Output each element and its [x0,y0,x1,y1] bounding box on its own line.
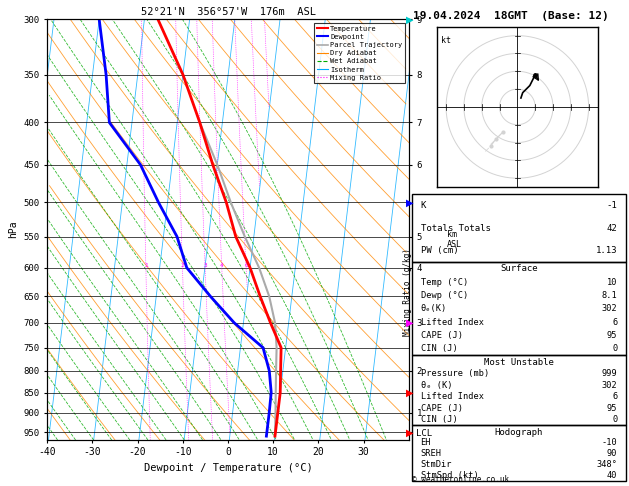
Text: -10: -10 [601,438,617,447]
Text: Surface: Surface [500,264,538,274]
Text: Dewp (°C): Dewp (°C) [421,291,468,300]
Y-axis label: km
ASL: km ASL [447,230,462,249]
Text: 0: 0 [612,415,617,424]
Text: CIN (J): CIN (J) [421,415,457,424]
Text: SREH: SREH [421,449,442,458]
X-axis label: Dewpoint / Temperature (°C): Dewpoint / Temperature (°C) [143,463,313,473]
Text: Totals Totals: Totals Totals [421,224,491,233]
Text: θₑ(K): θₑ(K) [421,304,447,313]
Text: 8.1: 8.1 [601,291,617,300]
Text: Temp (°C): Temp (°C) [421,278,468,287]
Text: 1.13: 1.13 [596,246,617,255]
Bar [412,194,626,262]
Text: ▶: ▶ [406,427,414,437]
Text: CIN (J): CIN (J) [421,344,457,353]
Text: ▶: ▶ [406,197,414,208]
Text: 95: 95 [607,403,617,413]
Text: Pressure (mb): Pressure (mb) [421,369,489,378]
Text: 42: 42 [606,224,617,233]
Text: 1: 1 [144,263,148,268]
Bar [412,425,626,481]
Text: 95: 95 [607,331,617,340]
Text: Most Unstable: Most Unstable [484,358,554,366]
Text: PW (cm): PW (cm) [421,246,458,255]
Text: 0: 0 [612,344,617,353]
Text: 6: 6 [244,263,248,268]
Text: Lifted Index: Lifted Index [421,392,484,401]
Text: 10: 10 [607,278,617,287]
Text: 3: 3 [203,263,207,268]
Text: © weatheronline.co.uk: © weatheronline.co.uk [412,474,509,484]
Text: K: K [421,201,426,210]
Text: 999: 999 [601,369,617,378]
Text: Mixing Ratio (g/kg): Mixing Ratio (g/kg) [403,248,412,335]
Text: 90: 90 [607,449,617,458]
Text: EH: EH [421,438,431,447]
Text: 19.04.2024  18GMT  (Base: 12): 19.04.2024 18GMT (Base: 12) [413,11,609,21]
Text: 4: 4 [220,263,224,268]
Text: StmSpd (kt): StmSpd (kt) [421,471,478,480]
Legend: Temperature, Dewpoint, Parcel Trajectory, Dry Adiabat, Wet Adiabat, Isotherm, Mi: Temperature, Dewpoint, Parcel Trajectory… [314,23,405,84]
Text: 302: 302 [601,304,617,313]
Text: 348°: 348° [596,460,617,469]
Text: CAPE (J): CAPE (J) [421,403,462,413]
Text: CAPE (J): CAPE (J) [421,331,462,340]
Text: kt: kt [441,35,451,45]
Text: Hodograph: Hodograph [495,428,543,437]
Text: 302: 302 [601,381,617,390]
Bar [412,355,626,425]
Text: 2: 2 [181,263,184,268]
Text: θₑ (K): θₑ (K) [421,381,452,390]
Text: 40: 40 [607,471,617,480]
Text: -1: -1 [606,201,617,210]
Text: ▶: ▶ [406,318,414,328]
Bar [412,262,626,355]
Text: 6: 6 [612,392,617,401]
Y-axis label: hPa: hPa [8,221,18,239]
Text: StmDir: StmDir [421,460,452,469]
Text: ▶: ▶ [406,15,414,24]
Title: 52°21'N  356°57'W  176m  ASL: 52°21'N 356°57'W 176m ASL [140,7,316,17]
Text: Lifted Index: Lifted Index [421,318,484,327]
Text: ▶: ▶ [406,387,414,398]
Text: 6: 6 [612,318,617,327]
